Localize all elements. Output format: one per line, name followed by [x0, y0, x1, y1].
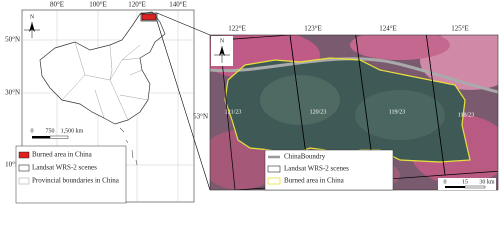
scale-bar: 0 15 30 km	[438, 178, 496, 190]
lat-label: 10°N	[5, 161, 20, 169]
scene-label: 121/23	[225, 109, 242, 115]
legend-label: ChinaBoundry	[284, 153, 326, 161]
scale-label: 15	[462, 179, 468, 185]
legend-label: Landsat WRS-2 scenes	[284, 165, 349, 173]
north-arrow: N	[24, 14, 40, 38]
lon-label: 122°E	[228, 25, 246, 33]
figure: 80°E 100°E 120°E 140°E 50°N 30°N 10°N N …	[5, 1, 499, 204]
burned-area-outline	[224, 57, 471, 163]
inset-box	[140, 12, 158, 22]
scale-label: 1,500 km	[61, 128, 84, 134]
legend-label: Burned area in China	[284, 177, 345, 185]
lon-label: 140°E	[169, 1, 187, 9]
islands	[119, 127, 138, 166]
north-arrow: N	[211, 36, 233, 66]
burned-area	[141, 13, 157, 21]
scene-label: 118/23	[458, 112, 474, 118]
north-label: N	[220, 38, 225, 44]
provincial-boundaries	[61, 41, 149, 121]
scene-label: 120/23	[310, 109, 327, 115]
lon-label: 125°E	[451, 25, 469, 33]
lat-label: 30°N	[5, 89, 20, 97]
north-label: N	[30, 14, 35, 20]
legend: ChinaBoundry Landsat WRS-2 scenes Burned…	[264, 149, 394, 191]
legend-label: Burned area in China	[32, 151, 93, 159]
lat-label: 50°N	[5, 36, 20, 44]
connector	[156, 12, 211, 36]
scale-bar: 0 750 1,500 km	[31, 128, 84, 139]
lon-label: 100°E	[89, 1, 107, 9]
lon-label: 120°E	[128, 1, 146, 9]
lon-label: 123°E	[304, 25, 322, 33]
legend: Burned area in China Landsat WRS-2 scene…	[15, 145, 127, 204]
lon-label: 80°E	[50, 1, 64, 9]
scale-label: 0	[444, 179, 447, 185]
legend-label: Landsat WRS-2 scenes	[32, 164, 97, 172]
connector	[156, 20, 211, 191]
scale-label: 0	[31, 128, 34, 134]
scene-label: 119/23	[389, 109, 405, 115]
china-boundary	[210, 57, 498, 94]
lat-label: 53°N	[193, 113, 208, 121]
scale-label: 750	[46, 128, 55, 134]
lon-label: 124°E	[379, 25, 397, 33]
scale-label: 30 km	[479, 179, 495, 185]
legend-label: Provincial boundaries in China	[32, 177, 120, 185]
